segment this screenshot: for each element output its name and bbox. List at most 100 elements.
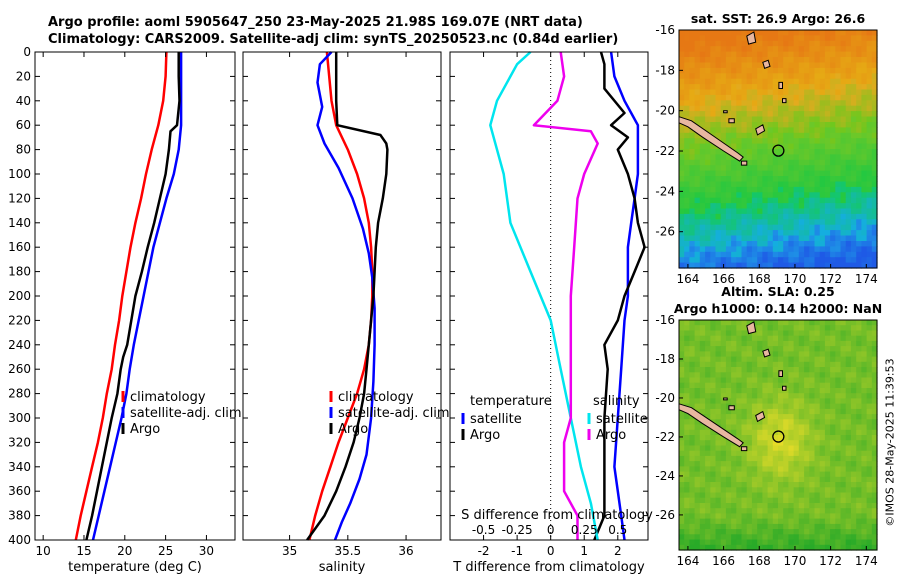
sst-map-cell — [710, 213, 717, 220]
sst-map-cell — [845, 94, 852, 101]
sst-map-cell — [809, 170, 816, 177]
sst-map-cell — [699, 208, 706, 215]
sst-map-cell — [762, 35, 769, 42]
sst-map-cell — [715, 154, 722, 161]
sla-map-cell — [856, 424, 862, 431]
sla-map-cell — [725, 367, 732, 373]
sla-map-cell — [819, 534, 826, 541]
sst-map-cell — [772, 89, 779, 96]
sst-map-cell — [824, 246, 831, 253]
sla-map-cell — [679, 450, 685, 457]
sla-map-cell — [715, 455, 722, 462]
sla-map-cell — [715, 403, 722, 410]
sla-map-cell — [725, 356, 732, 363]
sla-map-cell — [861, 388, 868, 394]
sst-map-cell — [814, 159, 821, 166]
sst-map-cell — [710, 40, 717, 47]
temp-series-argo — [85, 52, 181, 541]
sst-map-cell — [746, 257, 753, 264]
sla-map-cell — [757, 356, 763, 363]
sla-map-cell — [819, 377, 826, 384]
sst-map-cell — [689, 203, 696, 210]
sst-map-cell — [720, 181, 727, 188]
sst-map-cell — [850, 46, 857, 53]
sst-map-cell — [850, 122, 857, 128]
sst-map-cell — [840, 73, 847, 80]
sst-map-cell — [809, 40, 816, 47]
sst-map-cell — [861, 257, 868, 264]
sla-map-cell — [710, 466, 717, 473]
sst-map-cell — [705, 143, 711, 150]
sla-map-cell — [736, 503, 743, 509]
sla-map-cell — [835, 455, 842, 462]
sst-map-cell — [684, 143, 690, 150]
sla-map-cell — [871, 476, 878, 483]
sla-map-cell — [725, 455, 732, 462]
sst-map-cell — [736, 89, 743, 96]
sla-map-cell — [845, 476, 852, 483]
sla-map-cell — [741, 518, 748, 525]
sst-map-cell — [746, 62, 753, 69]
sst-map-cell — [767, 127, 774, 134]
sst-map-cell — [679, 257, 685, 264]
sst-map-cell — [814, 262, 821, 269]
sla-map-cell — [783, 544, 789, 551]
sst-map-cell — [866, 176, 873, 182]
sla-map-cell — [705, 471, 711, 478]
sla-map-cell — [741, 482, 748, 488]
sla-map-cell — [871, 393, 878, 399]
sla-map-cell — [736, 429, 743, 436]
sst-map-cell — [845, 246, 852, 253]
sla-map-cell — [705, 529, 711, 535]
sst-map-cell — [861, 57, 868, 63]
sst-map-cell — [694, 241, 701, 247]
sla-map-cell — [798, 471, 805, 478]
sst-map-cell — [809, 51, 816, 58]
sst-map-cell — [819, 40, 826, 47]
sla-map-cell — [679, 487, 685, 494]
sla-map-cell — [830, 450, 836, 457]
sla-map-cell — [798, 534, 805, 541]
sst-tanna-island — [782, 98, 787, 104]
sla-map-cell — [824, 523, 831, 530]
sla-map-cell — [751, 492, 758, 499]
sla-map-cell — [788, 398, 795, 405]
sst-map-cell — [788, 111, 795, 118]
sst-map-cell — [751, 78, 758, 85]
sla-map-cell — [850, 356, 857, 363]
sla-map-cell — [746, 455, 753, 462]
sla-map-cell — [819, 340, 826, 347]
sla-map-cell — [845, 518, 852, 525]
sst-map-cell — [830, 203, 836, 210]
sst-map-cell — [830, 246, 836, 253]
sdiff-series-argo — [532, 51, 599, 540]
sla-map-cell — [861, 461, 868, 467]
sla-map-cell — [699, 513, 706, 520]
sla-map-cell — [715, 445, 722, 452]
sla-map-cell — [798, 440, 805, 446]
sst-map-cell — [741, 105, 748, 112]
sst-map-cell — [699, 257, 706, 264]
sst-map-cell — [840, 235, 847, 242]
sla-map-cell — [778, 508, 784, 514]
sla-map-cell — [835, 408, 842, 415]
sst-map-cell — [866, 154, 873, 161]
sla-map-cell — [689, 356, 696, 363]
sla-map-cell — [731, 419, 737, 426]
sla-map-cell — [824, 372, 831, 379]
sla-map-cell — [856, 372, 862, 379]
sst-map-cell — [861, 224, 868, 231]
sst-map-cell — [788, 143, 795, 150]
sla-map-cell — [736, 435, 743, 441]
sla-map-cell — [845, 455, 852, 462]
sst-map-cell — [856, 251, 862, 258]
sst-map-cell — [798, 241, 805, 247]
sst-map-cell — [840, 78, 847, 85]
sla-map-cell — [778, 424, 784, 431]
sst-map-cell — [725, 138, 732, 145]
sst-map-cell — [798, 62, 805, 69]
sst-map-cell — [736, 116, 743, 123]
sla-map-cell — [762, 482, 769, 488]
sla-map-title: Altim. SLA: 0.25 — [721, 284, 834, 299]
sst-map-cell — [725, 203, 732, 210]
